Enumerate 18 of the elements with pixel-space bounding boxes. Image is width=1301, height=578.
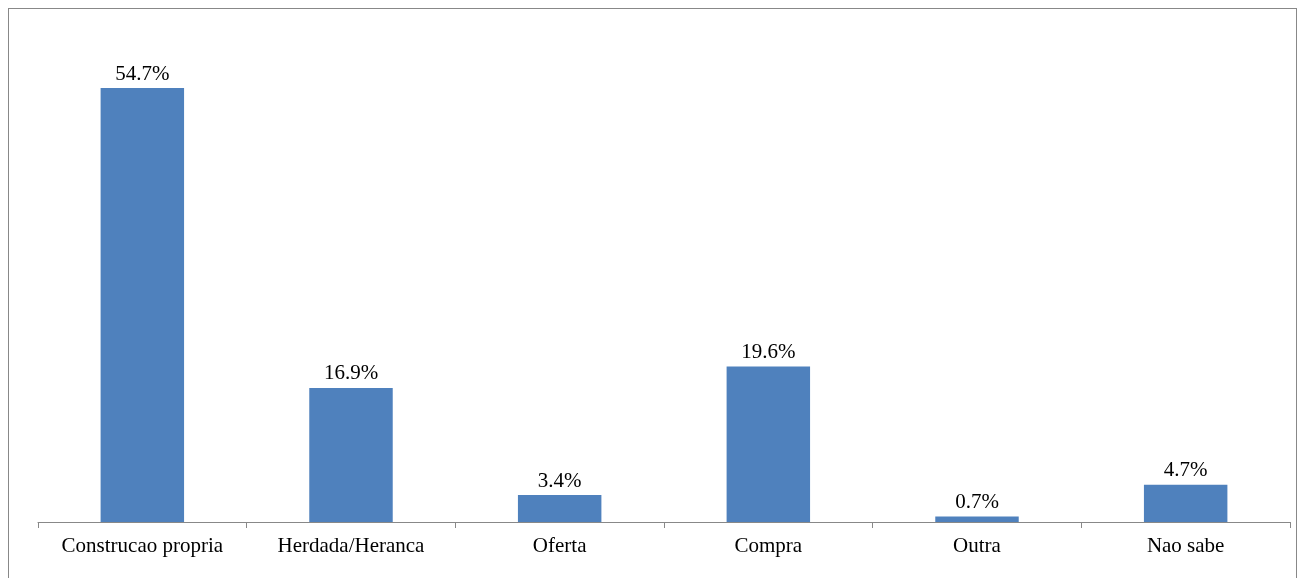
bar xyxy=(517,495,602,522)
data-label: 0.7% xyxy=(955,488,999,513)
bar xyxy=(309,387,393,522)
x-tick-label: Herdada/Heranca xyxy=(277,532,426,557)
bar xyxy=(935,516,1019,522)
x-tick-label: Compra xyxy=(734,532,803,557)
bar xyxy=(726,366,811,522)
x-tick-label: Construcao propria xyxy=(61,532,224,557)
x-tick-label: Oferta xyxy=(532,532,588,557)
bar xyxy=(100,88,185,522)
data-label: 3.4% xyxy=(537,467,582,492)
x-tick-label: Outra xyxy=(953,532,1002,557)
data-label: 19.6% xyxy=(741,339,796,364)
x-tick-label: Nao sabe xyxy=(1146,532,1225,557)
data-label: 4.7% xyxy=(1163,457,1208,482)
bar xyxy=(1143,484,1228,522)
data-label: 54.7% xyxy=(115,60,170,85)
data-label: 16.9% xyxy=(323,360,379,385)
